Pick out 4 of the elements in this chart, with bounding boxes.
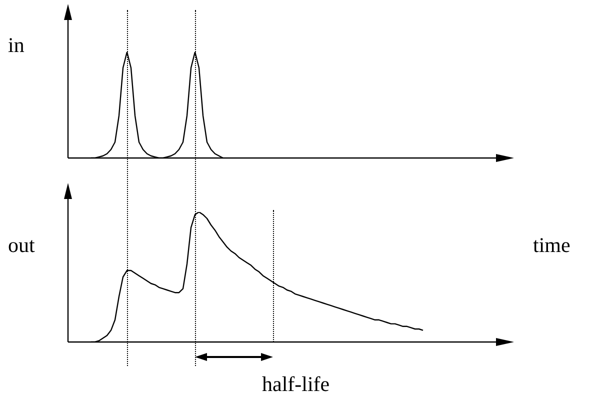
text: half-life xyxy=(262,372,330,396)
y-axis-title: in xyxy=(8,33,24,57)
x-axis-title: time xyxy=(533,233,570,257)
y-axis-title: out xyxy=(8,233,35,257)
